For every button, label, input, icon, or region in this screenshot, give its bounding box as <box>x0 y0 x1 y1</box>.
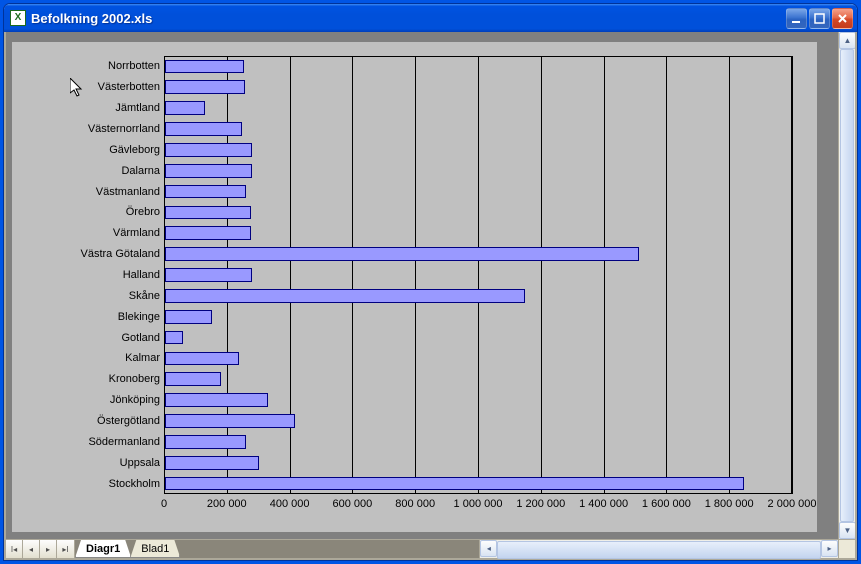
bar[interactable] <box>165 185 246 199</box>
tab-first-button[interactable]: I◂ <box>6 540 23 558</box>
mouse-cursor-icon <box>70 78 86 100</box>
gridline <box>352 56 353 494</box>
gridline <box>666 56 667 494</box>
x-axis-label: 1 400 000 <box>574 498 634 510</box>
bar[interactable] <box>165 122 242 136</box>
y-axis-label: Gotland <box>15 331 160 345</box>
window-title: Befolkning 2002.xls <box>31 11 786 26</box>
x-axis-label: 800 000 <box>385 498 445 510</box>
gridline <box>792 56 793 494</box>
y-axis-label: Östergötland <box>15 414 160 428</box>
sheet-tabs: Diagr1 Blad1 <box>75 540 179 558</box>
bar[interactable] <box>165 143 252 157</box>
tab-last-button[interactable]: ▸I <box>57 540 74 558</box>
bar[interactable] <box>165 393 268 407</box>
scroll-up-button[interactable]: ▲ <box>839 32 855 49</box>
y-axis-label: Dalarna <box>15 164 160 178</box>
bar[interactable] <box>165 331 183 345</box>
vertical-scroll-thumb[interactable] <box>840 49 854 522</box>
titlebar[interactable]: Befolkning 2002.xls <box>4 4 857 32</box>
bar[interactable] <box>165 60 244 74</box>
x-axis-label: 200 000 <box>197 498 257 510</box>
horizontal-scroll-track[interactable] <box>497 540 821 558</box>
bar[interactable] <box>165 80 245 94</box>
sheet-tab-strip: I◂ ◂ ▸ ▸I Diagr1 Blad1 ◂ ▸ <box>6 539 855 558</box>
gridline <box>415 56 416 494</box>
y-axis-label: Uppsala <box>15 456 160 470</box>
chart-panel[interactable]: Norrbotten Västerbotten Jämtland Västernorr… <box>12 42 817 532</box>
x-axis-label: 400 000 <box>260 498 320 510</box>
bar[interactable] <box>165 352 239 366</box>
horizontal-scroll-thumb[interactable] <box>497 541 821 559</box>
bar[interactable] <box>165 414 295 428</box>
bar[interactable] <box>165 456 259 470</box>
tab-next-button[interactable]: ▸ <box>40 540 57 558</box>
y-axis-label: Värmland <box>15 226 160 240</box>
y-axis-label: Södermanland <box>15 435 160 449</box>
bar[interactable] <box>165 226 251 240</box>
x-axis-label: 1 200 000 <box>511 498 571 510</box>
y-axis-label: Västernorrland <box>15 122 160 136</box>
bar[interactable] <box>165 247 639 261</box>
bar[interactable] <box>165 310 212 324</box>
y-axis-label: Gävleborg <box>15 143 160 157</box>
gridline <box>604 56 605 494</box>
x-axis-label: 2 000 000 <box>762 498 822 510</box>
gridline <box>541 56 542 494</box>
y-axis-label: Västerbotten <box>15 80 160 94</box>
y-axis-label: Norrbotten <box>15 59 160 73</box>
y-axis-label: Örebro <box>15 205 160 219</box>
y-axis-label: Västmanland <box>15 185 160 199</box>
scrollbar-corner <box>838 540 855 558</box>
y-axis-label: Blekinge <box>15 310 160 324</box>
bar[interactable] <box>165 206 251 220</box>
y-axis-label: Stockholm <box>15 477 160 491</box>
y-axis-label: Skåne <box>15 289 160 303</box>
gridline <box>478 56 479 494</box>
y-axis-label: Halland <box>15 268 160 282</box>
vertical-scroll-track[interactable] <box>839 49 855 522</box>
sheet-tab-blad1[interactable]: Blad1 <box>130 540 180 558</box>
excel-window: Befolkning 2002.xls <box>3 3 858 561</box>
minimize-button[interactable] <box>786 8 807 29</box>
x-axis-label: 1 000 000 <box>448 498 508 510</box>
plot-area <box>164 56 792 494</box>
bar[interactable] <box>165 372 221 386</box>
y-axis-label: Jämtland <box>15 101 160 115</box>
vertical-scrollbar[interactable]: ▲ ▼ <box>838 32 855 539</box>
scroll-down-button[interactable]: ▼ <box>839 522 855 539</box>
x-axis-label: 1 600 000 <box>636 498 696 510</box>
x-axis-label: 1 800 000 <box>699 498 759 510</box>
close-button[interactable] <box>832 8 853 29</box>
maximize-button[interactable] <box>809 8 830 29</box>
client-area: Norrbotten Västerbotten Jämtland Västernorr… <box>4 32 857 560</box>
y-axis-label: Kalmar <box>15 351 160 365</box>
bar[interactable] <box>165 289 525 303</box>
sheet-tab-diagr1[interactable]: Diagr1 <box>75 540 131 558</box>
x-axis-label: 0 <box>134 498 194 510</box>
scroll-right-button[interactable]: ▸ <box>821 540 838 557</box>
scroll-left-button[interactable]: ◂ <box>480 540 497 557</box>
y-axis-label: Västra Götaland <box>15 247 160 261</box>
x-axis-label: 600 000 <box>322 498 382 510</box>
chart-viewport: Norrbotten Västerbotten Jämtland Västernorr… <box>6 32 855 539</box>
y-axis-label: Kronoberg <box>15 372 160 386</box>
chart-scroll: Norrbotten Västerbotten Jämtland Västernorr… <box>6 32 838 539</box>
window-buttons <box>786 8 853 29</box>
bar[interactable] <box>165 164 252 178</box>
tabs-filler <box>179 540 479 558</box>
tab-prev-button[interactable]: ◂ <box>23 540 40 558</box>
horizontal-scrollbar[interactable]: ◂ ▸ <box>479 540 838 558</box>
tab-nav-buttons: I◂ ◂ ▸ ▸I <box>6 540 75 558</box>
bar[interactable] <box>165 477 744 491</box>
bar[interactable] <box>165 268 252 282</box>
bar[interactable] <box>165 101 205 115</box>
y-axis-label: Jönköping <box>15 393 160 407</box>
bar[interactable] <box>165 435 246 449</box>
gridline <box>290 56 291 494</box>
gridline <box>729 56 730 494</box>
excel-app-icon <box>10 10 26 26</box>
